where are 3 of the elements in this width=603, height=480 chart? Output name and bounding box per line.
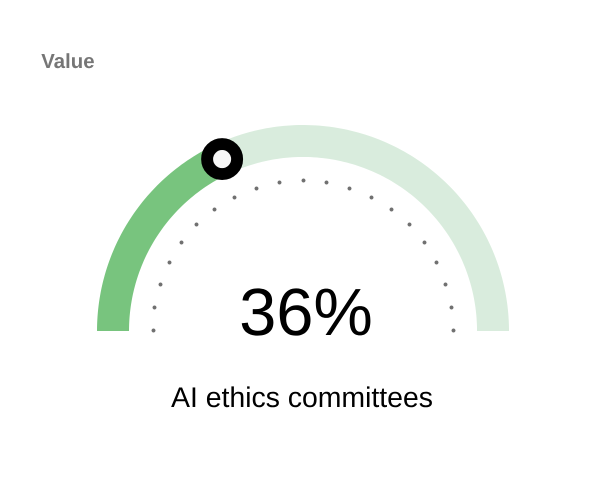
chart-title: Value bbox=[41, 53, 94, 68]
text: 36% bbox=[242, 288, 370, 336]
text: AI ethics committees bbox=[171, 386, 432, 408]
